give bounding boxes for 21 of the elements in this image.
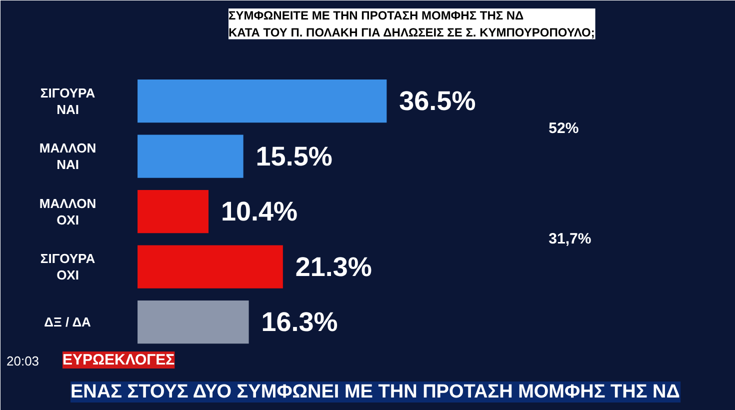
data-label: 36.5% (399, 86, 476, 116)
text: ΣΥΜΦΩΝΕΙΤΕ ΜΕ ΤΗΝ ΠΡΟΤΑΣΗ ΜΟΜΦΗΣ ΤΗΣ ΝΔ ΚΑΤΑ ΤΟΥ Π. ΠΟΛΑΚΗ ΓΙΑ ΔΗΛΩΣΕΙΣ ΣΕ Σ. ΚΥΜΠΟΥΡΟΠΟΥΛΟ; (228, 8, 595, 40)
bar (138, 300, 249, 344)
text: ΕΥΡΩΕΚΛΟΓΕΣ (62, 352, 175, 368)
bar (138, 245, 283, 288)
data-label: 21.3% (295, 252, 372, 282)
bar (138, 190, 209, 234)
bar (138, 134, 244, 178)
text: 52% (548, 120, 579, 138)
data-label: 10.4% (220, 196, 298, 227)
y-tick-label: ΜΑΛΛΟΝ ΝΑΙ (39, 140, 96, 172)
text: ΕΝΑΣ ΣΤΟΥΣ ΔΥΟ ΣΥΜΦΩΝΕΙ ΜΕ ΤΗΝ ΠΡΟΤΑΣΗ ΜΟΜΦΗΣ ΤΗΣ ΝΔ (70, 382, 680, 402)
y-tick-label: ΣΙΓΟΥΡΑ ΝΑΙ (40, 85, 96, 117)
y-tick-label: ΔΞ / ΔΑ (44, 314, 92, 330)
data-label: 15.5% (256, 141, 332, 172)
text: 20:03 (6, 354, 40, 368)
data-label: 16.3% (261, 307, 338, 338)
y-tick-label: ΣΙΓΟΥΡΑ ΟΧΙ (40, 251, 96, 283)
bar (138, 80, 387, 123)
y-tick-label: ΜΑΛΛΟΝ ΟΧΙ (39, 196, 96, 228)
text: 31,7% (548, 230, 592, 248)
